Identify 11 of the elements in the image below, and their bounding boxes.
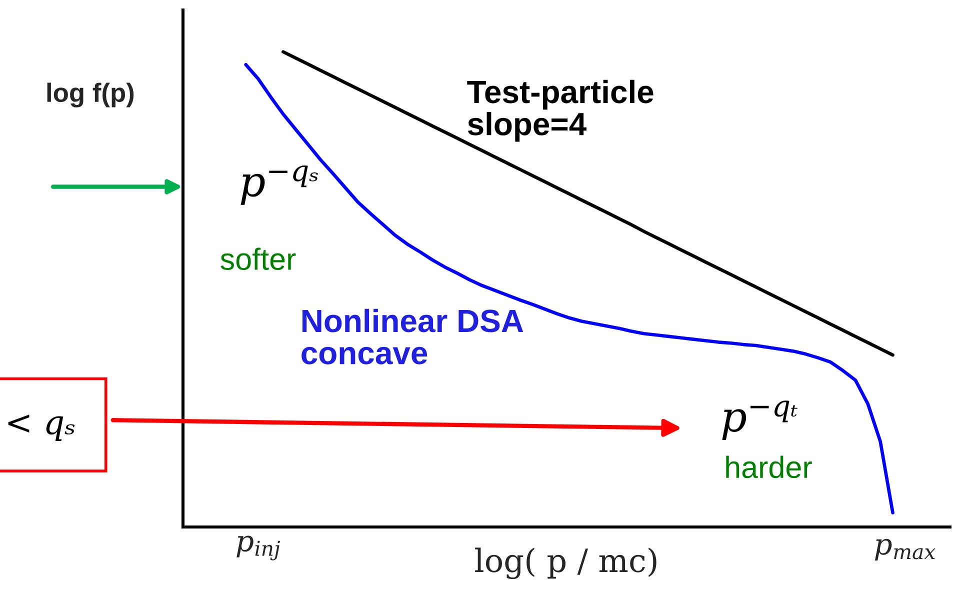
annotation: p$^{−qₜ}$	[722, 400, 798, 440]
annotation: Nonlinear DSA concave	[302, 308, 524, 364]
annotation: Test-particle slope=4	[467, 80, 654, 142]
x-tick-label: p$_{max}$	[874, 538, 936, 561]
text: < qₛ	[8, 414, 75, 441]
x-tick-label: p$_{inj}$	[236, 536, 280, 560]
x-axis-title: log( p / mc)	[475, 548, 656, 580]
annotation: p$^{−qₛ}$	[240, 165, 318, 205]
y-axis-title: log f(p)	[47, 82, 134, 108]
annotation: harder	[726, 456, 812, 478]
annotation: softer	[220, 248, 296, 270]
